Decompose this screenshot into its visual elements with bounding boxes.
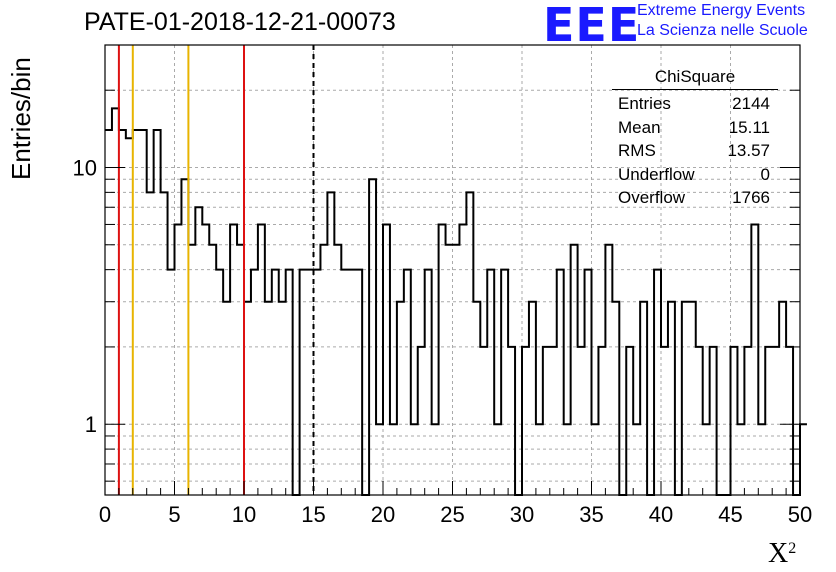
stats-label: RMS <box>618 141 656 160</box>
x-tick-label: 30 <box>510 502 534 527</box>
x-tick-label: 15 <box>301 502 325 527</box>
stats-label: Underflow <box>618 164 695 184</box>
x-axis-label-text: X <box>768 538 789 569</box>
stats-row-underflow: Underflow 0 <box>612 163 778 187</box>
x-tick-label: 5 <box>168 502 180 527</box>
x-tick-label: 45 <box>718 502 742 527</box>
stats-row-mean: Mean 15.11 <box>612 116 778 140</box>
stats-value: 13.57 <box>727 141 770 160</box>
y-tick-label: 10 <box>73 155 97 180</box>
stats-value: 0 <box>760 164 770 184</box>
brand-line-1: Extreme Energy Events <box>637 2 806 19</box>
brand-line-2: La Scienza nelle Scuole <box>637 22 808 39</box>
x-tick-label: 35 <box>579 502 603 527</box>
eee-logo: EEE <box>543 0 641 52</box>
stats-label: Entries <box>618 94 671 113</box>
x-tick-label: 20 <box>371 502 395 527</box>
stats-row-entries: Entries 2144 <box>612 92 778 116</box>
stats-box: ChiSquare Entries 2144 Mean 15.11 RMS 13.57… <box>612 66 778 210</box>
stats-row-overflow: Overflow 1766 <box>612 186 778 210</box>
x-axis-label: X2 <box>768 538 796 570</box>
x-tick-label: 50 <box>788 502 812 527</box>
y-tick-label: 1 <box>85 412 97 437</box>
stats-row-rms: RMS 13.57 <box>612 139 778 163</box>
x-axis-label-superscript: 2 <box>788 540 797 557</box>
stats-label: Mean <box>618 117 661 137</box>
x-tick-label: 10 <box>232 502 256 527</box>
x-tick-label: 40 <box>649 502 673 527</box>
stats-value: 1766 <box>732 188 770 207</box>
y-axis-label: Entries/bin <box>6 57 36 180</box>
histogram-line <box>105 107 807 496</box>
stats-value: 2144 <box>732 94 770 113</box>
chart-title: PATE-01-2018-12-21-00073 <box>84 8 396 36</box>
stats-label: Overflow <box>618 188 686 207</box>
x-tick-label: 25 <box>440 502 464 527</box>
stats-box-name: ChiSquare <box>612 66 778 90</box>
stats-value: 15.11 <box>728 117 770 137</box>
x-tick-label: 0 <box>99 502 111 527</box>
